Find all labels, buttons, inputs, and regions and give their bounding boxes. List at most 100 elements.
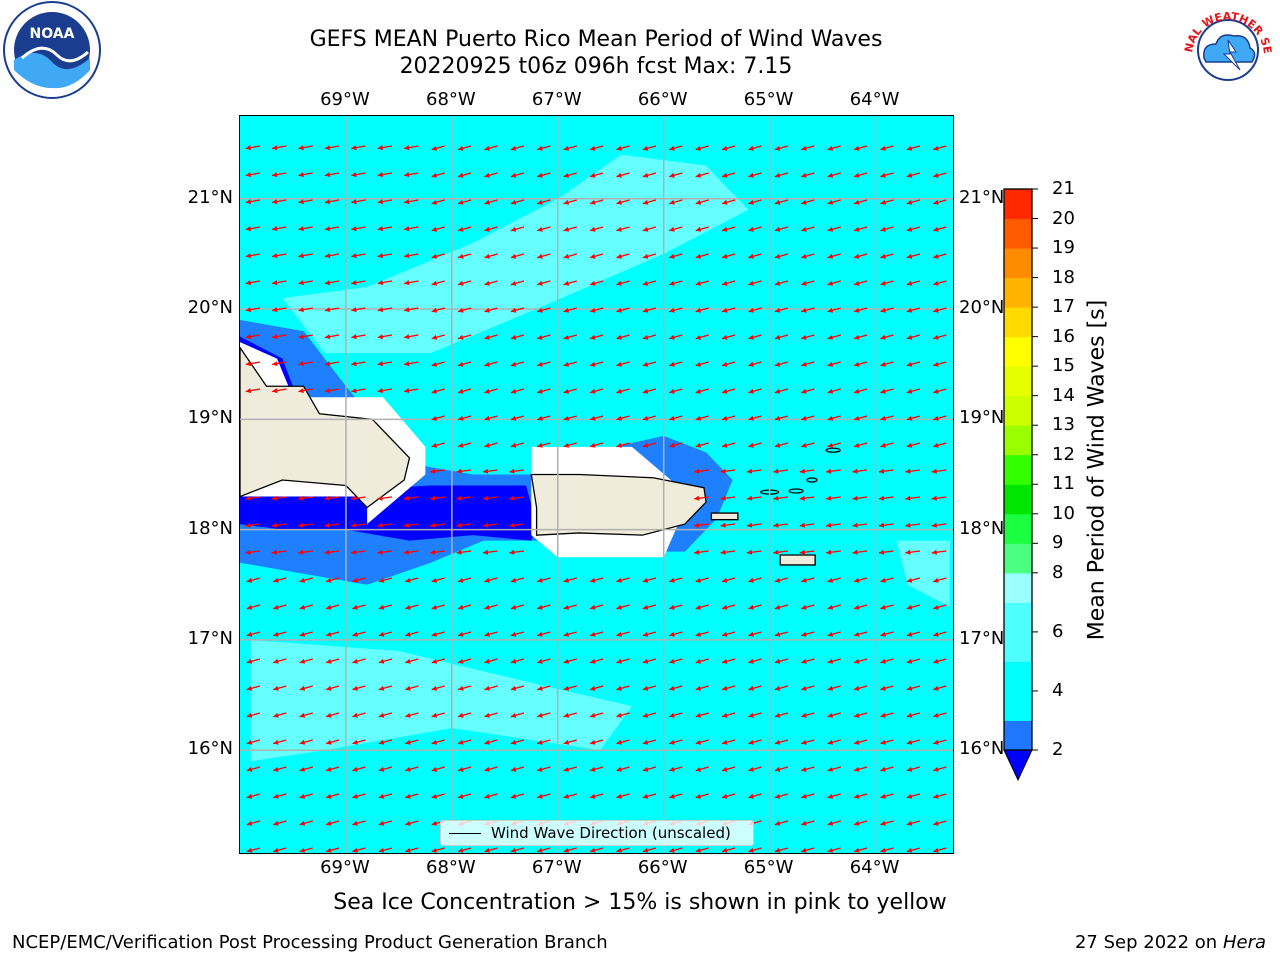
wave-direction-arrow: [721, 577, 736, 583]
wave-direction-arrow: [720, 468, 736, 474]
wave-direction-arrow: [457, 199, 472, 205]
wave-direction-arrow: [377, 522, 393, 528]
wave-direction-arrow: [589, 793, 604, 799]
wave-direction-arrow: [299, 847, 313, 853]
wave-direction-arrow: [642, 631, 657, 637]
wave-direction-arrow: [298, 522, 313, 528]
wave-direction-arrow: [774, 280, 789, 286]
wave-direction-arrow: [431, 685, 445, 691]
colorbar-under-extension: [1003, 749, 1033, 782]
wave-direction-arrow: [801, 415, 815, 421]
wave-direction-arrow: [298, 549, 313, 555]
landmass: [240, 346, 841, 566]
wave-direction-arrow: [457, 361, 472, 367]
wave-direction-arrow: [298, 307, 313, 313]
wave-direction-arrow: [669, 388, 683, 394]
wave-direction-arrow: [324, 361, 340, 367]
wave-direction-arrow: [906, 793, 921, 799]
wave-direction-arrow: [431, 658, 445, 664]
wave-direction-arrow: [669, 739, 683, 745]
wave-direction-arrow: [748, 766, 762, 772]
vieques-island: [710, 512, 739, 521]
wave-direction-arrow: [537, 307, 551, 313]
wave-direction-arrow: [299, 793, 313, 799]
colorbar-tick-label: 12: [1052, 443, 1075, 465]
wave-direction-arrow: [827, 415, 841, 421]
wave-direction-arrow: [431, 793, 445, 799]
wave-direction-arrow: [616, 442, 630, 448]
wave-direction-arrow: [746, 468, 762, 474]
wave-direction-arrow: [905, 468, 921, 474]
wave-direction-arrow: [774, 388, 789, 394]
wave-direction-arrow: [484, 361, 498, 367]
wave-direction-arrow: [931, 522, 947, 528]
wave-direction-arrow: [906, 361, 921, 367]
wave-direction-arrow: [774, 820, 789, 826]
wave-direction-arrow: [457, 739, 472, 745]
wave-direction-arrow: [616, 604, 630, 610]
wave-direction-arrow: [299, 604, 313, 610]
wave-direction-arrow: [325, 685, 340, 691]
colorbar-segment: [1004, 720, 1032, 751]
wave-direction-arrow: [405, 766, 419, 772]
wave-direction-arrow: [377, 388, 393, 394]
colorbar-segment: [1004, 277, 1032, 308]
wave-direction-arrow: [616, 280, 630, 286]
lon-tick-top: 68°W: [425, 89, 476, 110]
wave-direction-arrow: [589, 415, 604, 421]
wave-direction-arrow: [271, 549, 287, 555]
wave-direction-arrow: [853, 820, 868, 826]
wave-direction-arrow: [799, 549, 815, 555]
wave-direction-arrow: [827, 604, 841, 610]
wave-direction-arrow: [933, 847, 947, 853]
wave-direction-arrow: [931, 468, 947, 474]
wave-direction-arrow: [378, 847, 393, 853]
wave-direction-arrow: [457, 334, 472, 340]
wave-direction-arrow: [801, 334, 815, 340]
wave-direction-arrow: [377, 495, 393, 501]
wave-direction-arrow: [563, 712, 577, 718]
lon-tick-bottom: 64°W: [849, 857, 900, 878]
wave-direction-arrow: [537, 172, 551, 178]
wave-direction-arrow: [272, 253, 287, 259]
wave-direction-arrow: [695, 199, 709, 205]
wave-direction-arrow: [352, 847, 366, 853]
colorbar-tick-label: 13: [1052, 414, 1075, 436]
wave-direction-arrow: [405, 577, 419, 583]
lon-tick-bottom: 67°W: [531, 857, 582, 878]
wave-direction-arrow: [827, 307, 841, 313]
wave-direction-arrow: [880, 847, 894, 853]
lon-tick-top: 64°W: [849, 89, 900, 110]
lat-tick-right: 16°N: [959, 738, 1005, 760]
wave-direction-arrow: [853, 577, 868, 583]
wave-direction-arrow: [272, 334, 287, 340]
wave-direction-arrow: [642, 712, 657, 718]
wave-direction-arrow: [273, 577, 287, 583]
wave-direction-arrow: [298, 199, 313, 205]
wave-direction-arrow: [669, 172, 683, 178]
wave-direction-arrow: [325, 793, 340, 799]
wave-direction-arrow: [431, 307, 445, 313]
wave-direction-arrow: [298, 495, 313, 501]
wave-direction-arrow: [721, 415, 736, 421]
colorbar-tick-label: 19: [1052, 237, 1075, 259]
wave-direction-arrow: [931, 549, 947, 555]
wave-direction-arrow: [748, 739, 762, 745]
wave-direction-arrow: [537, 415, 551, 421]
wave-direction-arrow: [404, 334, 419, 340]
wave-direction-arrow: [853, 415, 868, 421]
wave-direction-arrow: [773, 468, 789, 474]
wave-direction-arrow: [826, 495, 841, 501]
wave-direction-arrow: [377, 334, 393, 340]
wave-direction-arrow: [801, 172, 815, 178]
wave-direction-arrow: [273, 604, 287, 610]
wave-direction-arrow: [933, 307, 947, 313]
wave-direction-arrow: [324, 199, 340, 205]
wave-direction-arrow: [642, 280, 657, 286]
lon-tick-bottom: 68°W: [425, 857, 476, 878]
colorbar-segment: [1004, 366, 1032, 397]
wave-direction-arrow: [642, 847, 657, 853]
wave-direction-arrow: [616, 226, 630, 232]
wave-direction-arrow: [880, 253, 894, 259]
wave-direction-arrow: [351, 253, 366, 259]
